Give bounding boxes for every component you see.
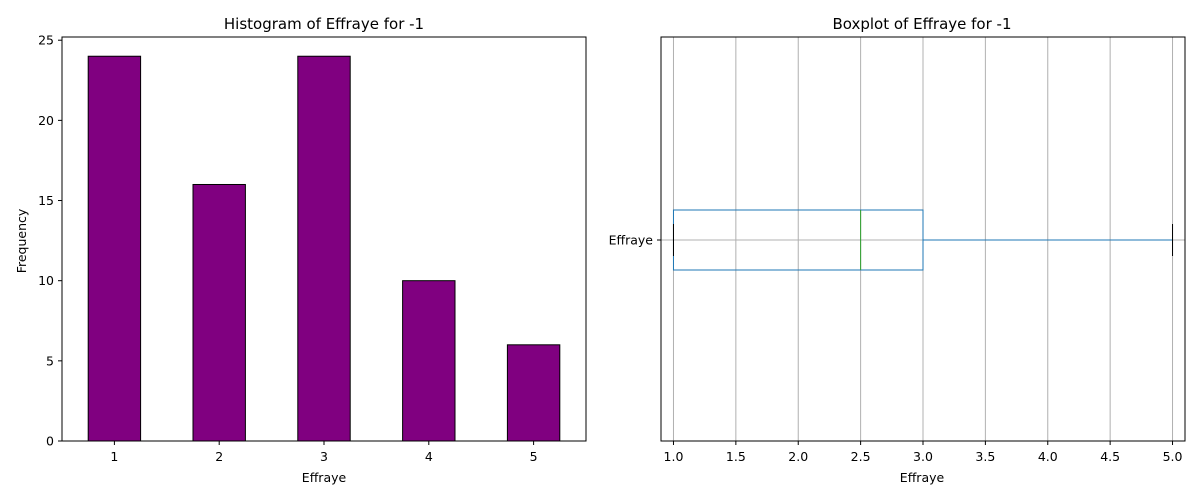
histogram-title: Histogram of Effraye for -1	[224, 15, 424, 33]
histogram-x-tick-label: 5	[530, 449, 538, 464]
histogram-x-tick-label: 3	[320, 449, 328, 464]
boxplot-x-tick-label: 4.5	[1100, 449, 1120, 464]
boxplot-x-tick-label: 1.0	[664, 449, 684, 464]
boxplot-title: Boxplot of Effraye for -1	[832, 15, 1011, 33]
boxplot-x-ticks: 1.0 1.5 2.0 2.5 3.0 3.5 4.0 4.5 5.0	[664, 441, 1183, 464]
histogram-x-tick-label: 2	[215, 449, 223, 464]
histogram-bar-4	[402, 280, 456, 442]
boxplot-elements	[672, 209, 1174, 271]
boxplot-chart: Boxplot of Effraye for -1 1.0 1.5 2.0 2.5 3.…	[609, 15, 1186, 485]
boxplot-x-tick-label: 5.0	[1163, 449, 1183, 464]
histogram-y-tick-label: 0	[46, 434, 54, 449]
boxplot-y-tick-label: Effraye	[609, 233, 654, 248]
boxplot-y-ticks: Effraye	[609, 233, 661, 248]
boxplot-x-tick-label: 2.0	[788, 449, 808, 464]
histogram-bar-1	[87, 55, 142, 442]
boxplot-x-tick-label: 3.5	[975, 449, 995, 464]
boxplot-x-tick-label: 3.0	[913, 449, 933, 464]
histogram-y-tick-label: 15	[38, 193, 54, 208]
histogram-y-tick-label: 10	[38, 273, 54, 288]
boxplot-x-axis-label: Effraye	[900, 470, 945, 485]
histogram-y-tick-label: 20	[38, 113, 54, 128]
histogram-x-tick-label: 4	[425, 449, 433, 464]
histogram-y-ticks: 0 5 10 15 20 25	[38, 33, 62, 449]
histogram-x-axis-label: Effraye	[302, 470, 347, 485]
histogram-x-tick-label: 1	[110, 449, 118, 464]
boxplot-x-tick-label: 1.5	[726, 449, 746, 464]
boxplot-x-tick-label: 4.0	[1038, 449, 1058, 464]
histogram-bar-3	[297, 55, 351, 442]
histogram-x-ticks: 1 2 3 4 5	[110, 441, 538, 464]
histogram-bars	[87, 55, 561, 442]
boxplot-x-tick-label: 2.5	[851, 449, 871, 464]
histogram-y-axis-label: Frequency	[14, 208, 29, 273]
histogram-y-tick-label: 5	[46, 353, 54, 368]
histogram-bar-5	[506, 344, 561, 442]
histogram-bar-2	[192, 183, 246, 442]
histogram-y-tick-label: 25	[38, 33, 54, 48]
